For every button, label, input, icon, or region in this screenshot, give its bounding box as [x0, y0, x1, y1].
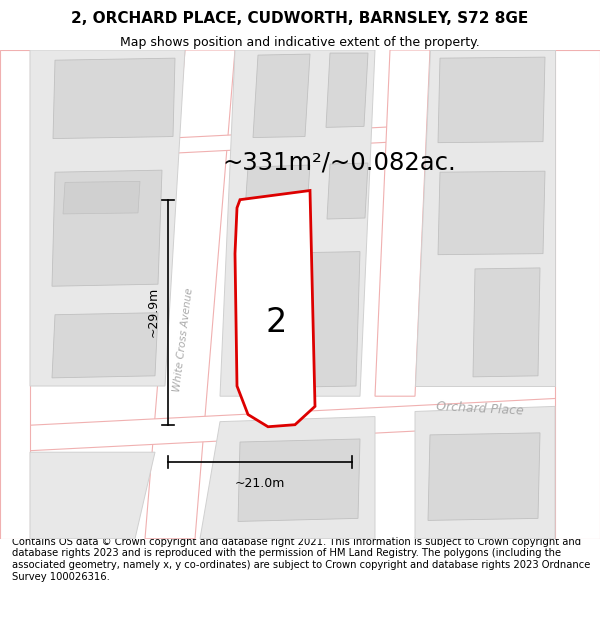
Text: ~21.0m: ~21.0m — [235, 477, 285, 489]
Text: Map shows position and indicative extent of the property.: Map shows position and indicative extent… — [120, 36, 480, 49]
Polygon shape — [415, 406, 555, 539]
Polygon shape — [375, 50, 430, 396]
Polygon shape — [235, 191, 315, 427]
Polygon shape — [326, 53, 368, 128]
Polygon shape — [555, 50, 600, 539]
Polygon shape — [30, 452, 155, 539]
Polygon shape — [53, 58, 175, 139]
Text: Orchard Place: Orchard Place — [436, 399, 524, 418]
Polygon shape — [220, 50, 375, 396]
Polygon shape — [63, 181, 140, 214]
Polygon shape — [52, 312, 158, 378]
Text: ~29.9m: ~29.9m — [147, 287, 160, 338]
Polygon shape — [52, 170, 162, 286]
Polygon shape — [145, 50, 235, 539]
Polygon shape — [0, 50, 30, 539]
Polygon shape — [244, 165, 310, 225]
Polygon shape — [438, 57, 545, 142]
Polygon shape — [0, 396, 600, 452]
Text: 2, ORCHARD PLACE, CUDWORTH, BARNSLEY, S72 8GE: 2, ORCHARD PLACE, CUDWORTH, BARNSLEY, S7… — [71, 11, 529, 26]
Polygon shape — [244, 252, 360, 388]
Polygon shape — [438, 171, 545, 254]
Polygon shape — [415, 50, 555, 386]
Polygon shape — [473, 268, 540, 377]
Text: ~331m²/~0.082ac.: ~331m²/~0.082ac. — [222, 150, 456, 174]
Polygon shape — [30, 50, 185, 386]
Polygon shape — [253, 54, 310, 138]
Polygon shape — [0, 116, 600, 162]
Text: 2: 2 — [265, 306, 287, 339]
Polygon shape — [238, 439, 360, 521]
Text: White Cross Avenue: White Cross Avenue — [172, 288, 194, 392]
Text: Contains OS data © Crown copyright and database right 2021. This information is : Contains OS data © Crown copyright and d… — [12, 537, 590, 582]
Polygon shape — [327, 163, 368, 219]
Polygon shape — [200, 416, 375, 539]
Polygon shape — [428, 433, 540, 521]
